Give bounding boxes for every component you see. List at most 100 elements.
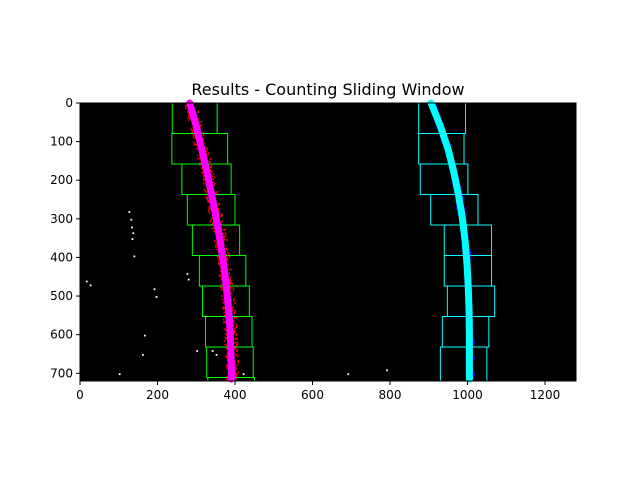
noise-pixel xyxy=(212,350,214,352)
left-lane-pixel xyxy=(215,246,217,248)
left-lane-pixel xyxy=(185,107,187,109)
left-lane-pixel xyxy=(196,148,198,150)
left-lane-pixel xyxy=(187,112,189,114)
left-lane-pixel xyxy=(209,207,211,209)
left-lane-pixel xyxy=(235,334,237,336)
left-lane-pixel xyxy=(235,338,237,340)
x-tick-label: 200 xyxy=(146,388,169,402)
left-lane-pixel xyxy=(213,184,215,186)
left-lane-pixel xyxy=(233,306,235,308)
noise-pixel xyxy=(188,279,190,281)
left-lane-pixel xyxy=(203,183,205,185)
left-lane-pixel xyxy=(215,192,217,194)
left-lane-pixel xyxy=(209,161,211,163)
left-lane-pixel xyxy=(234,303,236,305)
y-tick-label: 0 xyxy=(65,96,73,110)
left-lane-pixel xyxy=(207,196,209,198)
left-lane-pixel xyxy=(219,275,221,277)
noise-pixel xyxy=(90,284,92,286)
noise-pixel xyxy=(216,354,218,356)
right-lane-pixel xyxy=(460,185,462,187)
noise-pixel xyxy=(132,238,134,240)
left-lane-pixel xyxy=(226,379,228,381)
left-lane-pixel xyxy=(236,351,238,353)
left-lane-pixel xyxy=(226,239,228,241)
left-lane-pixel xyxy=(230,287,232,289)
left-lane-pixel xyxy=(210,170,212,172)
left-lane-pixel xyxy=(236,354,238,356)
left-lane-pixel xyxy=(224,344,226,346)
left-lane-pixel xyxy=(208,152,210,154)
left-lane-pixel xyxy=(208,211,210,213)
left-lane-pixel xyxy=(235,342,237,344)
left-lane-pixel xyxy=(221,221,223,223)
left-lane-pixel xyxy=(237,355,239,357)
left-lane-pixel xyxy=(224,239,226,241)
left-lane-pixel xyxy=(210,158,212,160)
right-lane-pixel xyxy=(474,357,476,359)
left-lane-pixel xyxy=(223,322,225,324)
left-lane-pixel xyxy=(210,220,212,222)
left-lane-pixel xyxy=(233,298,235,300)
left-lane-pixel xyxy=(199,164,201,166)
y-tick-label: 600 xyxy=(50,328,73,342)
left-lane-pixel xyxy=(229,280,231,282)
left-lane-pixel xyxy=(230,277,232,279)
left-lane-pixel xyxy=(211,165,213,167)
plot-background xyxy=(80,103,576,381)
left-lane-pixel xyxy=(237,341,239,343)
left-lane-pixel xyxy=(234,327,236,329)
left-lane-pixel xyxy=(203,179,205,181)
left-lane-pixel xyxy=(235,373,237,375)
right-lane-pixel xyxy=(470,251,472,253)
left-lane-pixel xyxy=(206,198,208,200)
left-lane-pixel xyxy=(230,269,232,271)
left-lane-pixel xyxy=(228,256,230,258)
left-lane-pixel xyxy=(193,141,195,143)
left-lane-pixel xyxy=(197,158,199,160)
left-lane-pixel xyxy=(233,300,235,302)
left-lane-pixel xyxy=(214,183,216,185)
left-lane-pixel xyxy=(208,201,210,203)
left-lane-pixel xyxy=(232,290,234,292)
x-tick-label: 400 xyxy=(224,388,247,402)
chart-title: Results - Counting Sliding Window xyxy=(191,80,464,99)
y-tick-label: 200 xyxy=(50,173,73,187)
noise-pixel xyxy=(144,335,146,337)
left-lane-pixel xyxy=(223,319,225,321)
left-lane-pixel xyxy=(227,249,229,251)
left-lane-pixel xyxy=(218,263,220,265)
left-lane-pixel xyxy=(225,235,227,237)
left-lane-pixel xyxy=(226,365,228,367)
noise-pixel xyxy=(132,232,134,234)
left-lane-pixel xyxy=(228,269,230,271)
left-lane-pixel xyxy=(185,105,187,107)
left-lane-pixel xyxy=(210,167,212,169)
y-tick-label: 400 xyxy=(50,250,73,264)
y-tick-label: 700 xyxy=(50,366,73,380)
left-lane-pixel xyxy=(233,287,235,289)
left-lane-pixel xyxy=(221,283,223,285)
y-tick-label: 300 xyxy=(50,212,73,226)
left-lane-pixel xyxy=(212,228,214,230)
noise-pixel xyxy=(347,373,349,375)
left-lane-pixel xyxy=(213,174,215,176)
noise-pixel xyxy=(130,219,132,221)
x-tick-label: 0 xyxy=(76,388,84,402)
left-lane-pixel xyxy=(223,229,225,231)
left-lane-pixel xyxy=(201,121,203,123)
left-lane-pixel xyxy=(238,371,240,373)
right-lane-pixel xyxy=(464,207,466,209)
x-tick-label: 1000 xyxy=(452,388,483,402)
noise-pixel xyxy=(131,227,133,229)
left-lane-pixel xyxy=(203,131,205,133)
left-lane-pixel xyxy=(202,172,204,174)
left-lane-pixel xyxy=(220,215,222,217)
noise-pixel xyxy=(133,256,135,258)
left-lane-pixel xyxy=(230,281,232,283)
left-lane-pixel xyxy=(217,191,219,193)
noise-pixel xyxy=(156,296,158,298)
left-lane-pixel xyxy=(222,308,224,310)
noise-pixel xyxy=(154,288,156,290)
y-tick-label: 500 xyxy=(50,289,73,303)
